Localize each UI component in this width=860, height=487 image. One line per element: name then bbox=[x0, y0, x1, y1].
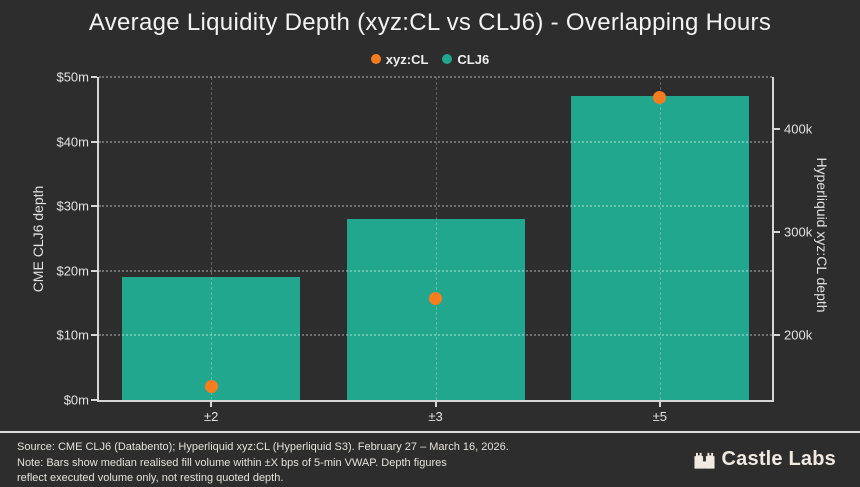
y-left-tick-label: $0m bbox=[63, 392, 89, 408]
grid-vline bbox=[435, 77, 437, 400]
y-left-tick-label: $50m bbox=[56, 69, 89, 85]
note-line-1: Note: Bars show median realised fill vol… bbox=[17, 456, 447, 469]
brand-logo: Castle Labs bbox=[694, 448, 836, 471]
legend-label: xyz:CL bbox=[385, 51, 429, 67]
grid-vline bbox=[211, 77, 213, 400]
legend-item-clj6: CLJ6 bbox=[442, 52, 489, 67]
tick-mark bbox=[91, 269, 97, 272]
right-axis-title: Hyperliquid xyz:CL depth bbox=[814, 157, 830, 313]
footer-notes: Source: CME CLJ6 (Databento); Hyperliqui… bbox=[17, 440, 657, 487]
tick-mark bbox=[774, 127, 780, 130]
scatter-dot bbox=[653, 91, 667, 105]
tick-mark bbox=[774, 230, 780, 233]
y-right-tick-label: 400k bbox=[784, 121, 813, 137]
tick-mark bbox=[91, 399, 97, 401]
y-left-tick-label: $20m bbox=[56, 263, 89, 279]
grid-hline bbox=[99, 269, 772, 272]
chart-legend: xyz:CL CLJ6 bbox=[0, 51, 860, 67]
y-right-axis-line bbox=[772, 77, 774, 402]
left-axis-title: CME CLJ6 depth bbox=[30, 185, 46, 293]
scatter-dot bbox=[204, 380, 218, 394]
y-left-tick-label: $40m bbox=[56, 134, 89, 150]
y-left-tick-label: $10m bbox=[56, 327, 89, 343]
tick-mark bbox=[658, 402, 661, 407]
x-tick-label: ±5 bbox=[652, 409, 668, 424]
castle-icon bbox=[694, 450, 715, 469]
tick-mark bbox=[91, 205, 97, 208]
x-tick-label: ±2 bbox=[203, 409, 219, 424]
legend-item-xyzcl: xyz:CL bbox=[370, 51, 429, 67]
tick-mark bbox=[210, 402, 213, 407]
bar bbox=[346, 219, 525, 401]
circle-icon bbox=[442, 54, 453, 64]
grid-vline bbox=[659, 77, 661, 400]
brand-name: Castle Labs bbox=[721, 448, 836, 470]
grid-hline bbox=[99, 334, 772, 337]
tick-mark bbox=[774, 333, 780, 336]
note-line-2: reflect executed volume only, not restin… bbox=[17, 472, 284, 484]
footer-divider bbox=[0, 431, 860, 433]
tick-mark bbox=[91, 334, 97, 337]
legend-label: CLJ6 bbox=[457, 51, 490, 67]
grid-hline bbox=[99, 76, 772, 78]
chart-title: Average Liquidity Depth (xyz:CL vs CLJ6)… bbox=[88, 9, 772, 36]
grid-hline bbox=[99, 140, 772, 143]
bar bbox=[570, 96, 749, 401]
source-line: Source: CME CLJ6 (Databento); Hyperliqui… bbox=[17, 441, 509, 453]
grid-hline bbox=[99, 205, 772, 208]
y-left-tick-label: $30m bbox=[56, 198, 89, 214]
x-tick-label: ±3 bbox=[428, 409, 443, 424]
tick-mark bbox=[434, 402, 437, 407]
circle-icon bbox=[370, 54, 381, 64]
y-right-tick-label: 300k bbox=[784, 224, 813, 240]
tick-mark bbox=[91, 140, 97, 143]
y-right-tick-label: 200k bbox=[784, 327, 813, 343]
y-left-axis-line bbox=[97, 77, 99, 402]
scatter-dot bbox=[429, 292, 442, 306]
tick-mark bbox=[91, 76, 97, 78]
x-axis-line bbox=[97, 400, 774, 402]
